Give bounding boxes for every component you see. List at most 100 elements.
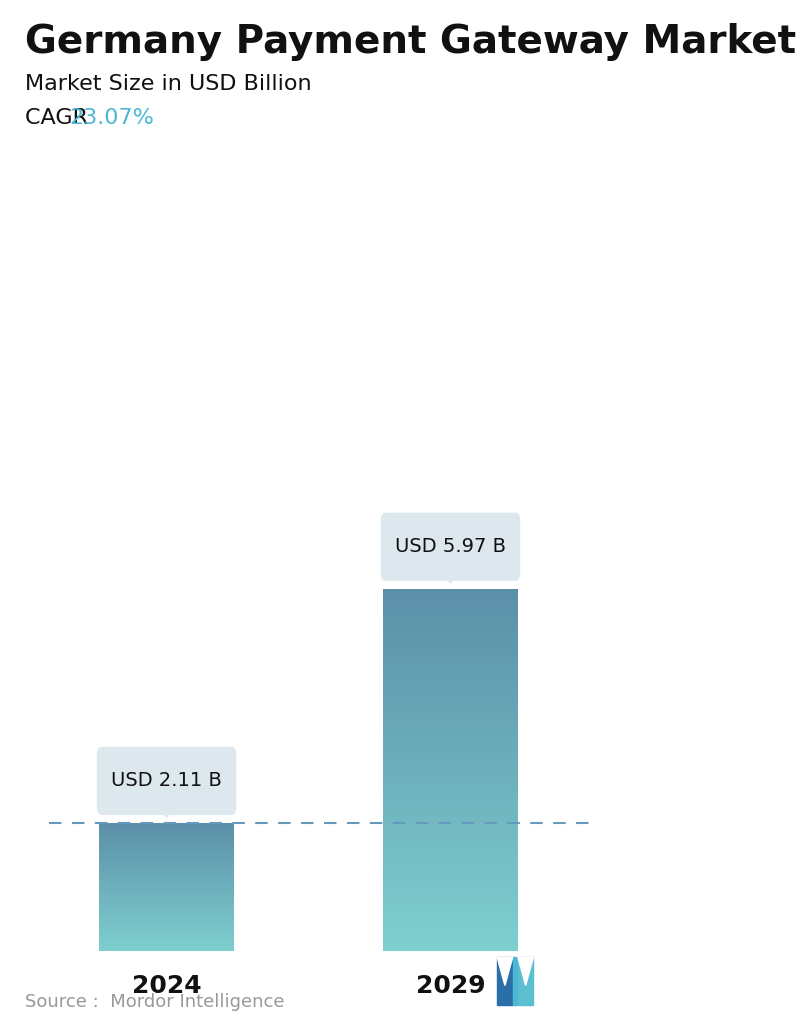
Bar <box>383 615 518 617</box>
Bar <box>383 891 518 893</box>
Bar <box>383 860 518 862</box>
Bar <box>383 924 518 925</box>
Bar <box>383 669 518 671</box>
Bar <box>383 919 518 921</box>
Bar <box>383 718 518 720</box>
Bar <box>383 796 518 798</box>
Bar <box>383 764 518 765</box>
Bar <box>383 804 518 807</box>
Bar <box>383 947 518 949</box>
Bar <box>383 776 518 778</box>
Bar <box>383 810 518 812</box>
Bar <box>383 610 518 612</box>
Bar <box>383 798 518 800</box>
Bar <box>383 680 518 682</box>
Bar <box>383 761 518 763</box>
Text: CAGR: CAGR <box>25 108 95 127</box>
Bar <box>383 786 518 787</box>
Bar <box>383 819 518 821</box>
Bar <box>383 595 518 597</box>
Bar <box>383 735 518 736</box>
Bar <box>383 895 518 896</box>
Bar <box>383 777 518 779</box>
Bar <box>383 688 518 690</box>
Bar <box>383 611 518 613</box>
Bar <box>383 698 518 700</box>
Bar <box>383 817 518 819</box>
Bar <box>383 728 518 729</box>
Bar <box>383 793 518 794</box>
Bar <box>383 781 518 783</box>
Bar <box>383 700 518 701</box>
Bar <box>383 929 518 931</box>
Bar <box>383 730 518 732</box>
Bar <box>383 738 518 740</box>
FancyBboxPatch shape <box>97 747 236 815</box>
Bar <box>383 664 518 665</box>
Bar <box>383 607 518 608</box>
Bar <box>383 769 518 771</box>
Bar <box>383 863 518 865</box>
Bar <box>383 906 518 908</box>
Bar <box>383 780 518 781</box>
Bar <box>383 690 518 692</box>
Bar <box>383 742 518 743</box>
Bar <box>383 768 518 770</box>
Bar <box>383 862 518 864</box>
Bar <box>383 625 518 627</box>
Bar <box>383 918 518 920</box>
Text: Market Size in USD Billion: Market Size in USD Billion <box>25 74 311 94</box>
Bar <box>383 650 518 651</box>
Bar <box>383 691 518 693</box>
Bar <box>383 818 518 820</box>
Bar <box>383 865 518 866</box>
Bar <box>383 707 518 708</box>
Bar <box>383 644 518 646</box>
Bar <box>383 708 518 710</box>
Bar <box>383 847 518 849</box>
Bar <box>383 870 518 872</box>
Bar <box>383 816 518 817</box>
Text: 23.07%: 23.07% <box>70 108 154 127</box>
Bar <box>383 658 518 659</box>
Bar <box>383 783 518 785</box>
Bar <box>383 747 518 749</box>
Bar <box>383 934 518 936</box>
Bar <box>383 639 518 641</box>
Bar <box>383 739 518 741</box>
Bar <box>383 748 518 750</box>
Bar <box>383 629 518 630</box>
Bar <box>383 935 518 937</box>
Bar <box>383 811 518 813</box>
Bar <box>383 933 518 935</box>
Bar <box>383 675 518 677</box>
Bar <box>383 755 518 757</box>
Bar <box>383 722 518 723</box>
Bar <box>383 725 518 727</box>
Bar <box>383 726 518 728</box>
Polygon shape <box>443 573 458 583</box>
Bar <box>383 596 518 598</box>
Bar <box>383 837 518 838</box>
Bar <box>383 600 518 601</box>
Bar <box>383 746 518 748</box>
Bar <box>383 760 518 762</box>
Bar <box>383 662 518 664</box>
Bar <box>383 931 518 932</box>
Bar <box>383 795 518 797</box>
Bar <box>383 829 518 830</box>
Bar <box>383 855 518 857</box>
Bar <box>383 633 518 635</box>
Bar <box>383 689 518 691</box>
Polygon shape <box>518 957 533 985</box>
Bar <box>383 890 518 892</box>
Bar <box>383 948 518 950</box>
Bar <box>383 910 518 911</box>
Bar <box>383 736 518 737</box>
Bar <box>383 713 518 714</box>
Bar <box>383 732 518 734</box>
Bar <box>383 666 518 668</box>
Bar <box>383 702 518 704</box>
Bar <box>383 594 518 596</box>
FancyBboxPatch shape <box>380 513 521 581</box>
